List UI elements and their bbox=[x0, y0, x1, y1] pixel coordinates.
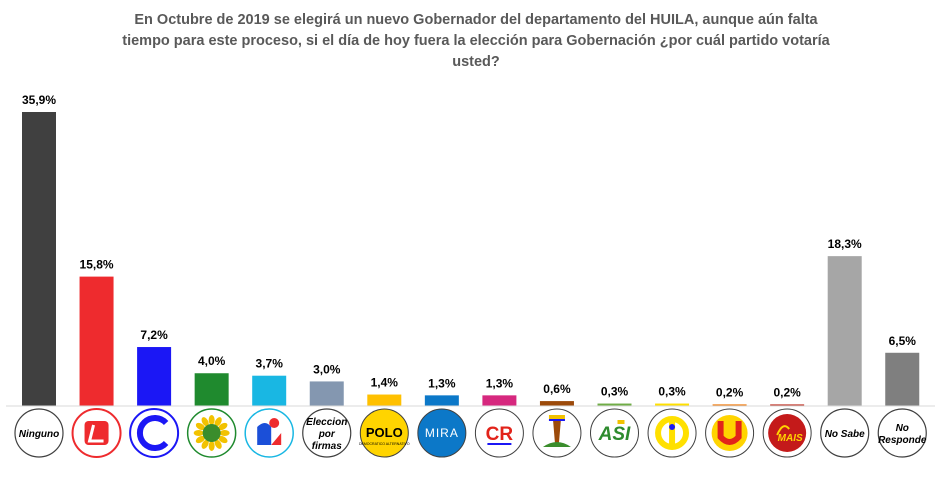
bar-1 bbox=[79, 276, 114, 406]
polo-logo-6: POLO DEMOCRATICO ALTERNATIVO bbox=[359, 408, 410, 458]
mira-logo-7: MIRA bbox=[417, 408, 467, 458]
text-circle-0: Ninguno bbox=[14, 408, 64, 458]
value-label-0: 35,9% bbox=[22, 93, 56, 107]
value-label-8: 1,3% bbox=[486, 376, 514, 390]
bar-12 bbox=[712, 404, 747, 406]
svg-text:por: por bbox=[318, 429, 336, 440]
value-label-10: 0,3% bbox=[601, 385, 629, 399]
svg-text:POLO: POLO bbox=[366, 425, 403, 440]
bar-0 bbox=[22, 112, 56, 406]
value-label-9: 0,6% bbox=[543, 382, 571, 396]
bar-5 bbox=[309, 381, 344, 406]
conservative-party-logo-2 bbox=[129, 408, 180, 458]
centro-democratico-logo-4 bbox=[244, 408, 294, 458]
value-label-7: 1,3% bbox=[428, 376, 456, 390]
partido-de-la-u-logo-12 bbox=[705, 408, 755, 458]
bar-4 bbox=[252, 375, 287, 406]
bar-6 bbox=[367, 394, 402, 406]
bar-10 bbox=[597, 403, 632, 406]
svg-text:No Sabe: No Sabe bbox=[825, 429, 865, 440]
cambio-radical-logo-8: CR bbox=[474, 408, 524, 458]
value-label-12: 0,2% bbox=[716, 385, 744, 399]
svg-text:ASI: ASI bbox=[598, 424, 631, 445]
bar-3 bbox=[194, 373, 229, 406]
value-label-11: 0,3% bbox=[658, 385, 686, 399]
asi-logo-10: ASI bbox=[590, 408, 639, 458]
bar-7 bbox=[424, 395, 459, 406]
value-label-3: 4,0% bbox=[198, 354, 226, 368]
svg-text:Eleccion: Eleccion bbox=[306, 417, 347, 428]
yellow-party-logo-11 bbox=[647, 408, 697, 458]
chart-title: En Octubre de 2019 se elegirá un nuevo G… bbox=[122, 12, 830, 70]
bar-14 bbox=[827, 256, 862, 406]
value-label-13: 0,2% bbox=[773, 385, 801, 399]
value-label-2: 7,2% bbox=[140, 328, 168, 342]
value-label-6: 1,4% bbox=[371, 376, 399, 390]
value-label-1: 15,8% bbox=[80, 258, 114, 272]
value-label-5: 3,0% bbox=[313, 362, 341, 376]
mais-logo-13: MAIS bbox=[762, 408, 812, 458]
svg-text:MIRA: MIRA bbox=[425, 426, 459, 440]
text-circle-14: No Sabe bbox=[820, 408, 870, 458]
bar-9 bbox=[539, 401, 574, 406]
svg-text:Ninguno: Ninguno bbox=[19, 429, 60, 440]
svg-text:No: No bbox=[896, 423, 909, 434]
svg-text:Responde: Responde bbox=[878, 435, 927, 446]
svg-text:DEMOCRATICO ALTERNATIVO: DEMOCRATICO ALTERNATIVO bbox=[359, 442, 410, 446]
colombia-humana-logo-9 bbox=[532, 408, 582, 458]
svg-text:MAIS: MAIS bbox=[778, 433, 803, 444]
bar-15 bbox=[885, 352, 920, 406]
value-label-4: 3,7% bbox=[256, 357, 284, 371]
svg-text:CR: CR bbox=[486, 424, 514, 445]
green-party-sunflower-logo-3 bbox=[186, 408, 237, 458]
svg-text:firmas: firmas bbox=[312, 441, 342, 452]
value-label-15: 6,5% bbox=[889, 334, 917, 348]
liberal-party-logo-1 bbox=[71, 408, 122, 458]
bar-8 bbox=[482, 395, 517, 406]
bar-13 bbox=[770, 404, 805, 406]
bar-2 bbox=[137, 347, 172, 406]
bar-11 bbox=[655, 403, 690, 406]
value-label-14: 18,3% bbox=[828, 237, 862, 251]
